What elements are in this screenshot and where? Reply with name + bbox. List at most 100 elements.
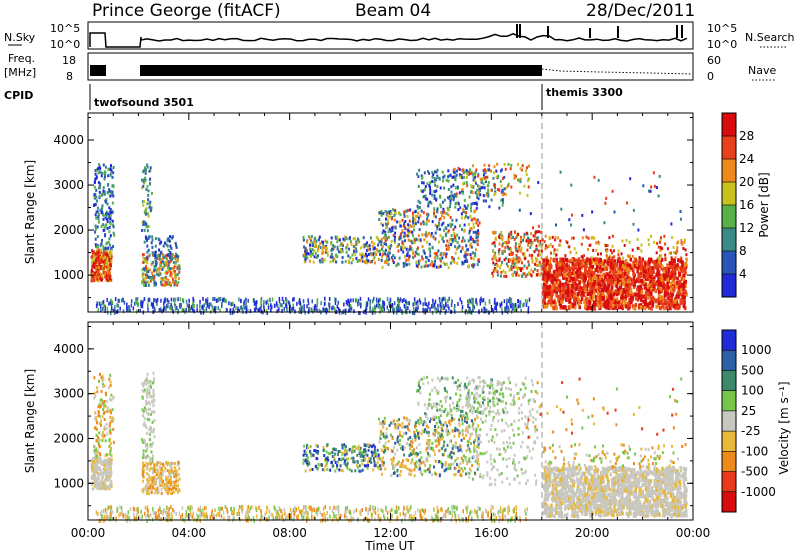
scatter-point [558,283,562,288]
scatter-point [309,241,312,245]
scatter-point [636,287,639,292]
scatter-point [676,241,679,245]
scatter-point [558,272,561,277]
scatter-point [156,257,158,260]
scatter-point [590,290,594,295]
scatter-point [668,285,672,290]
scatter-point [472,178,475,182]
scatter-point [557,286,561,291]
scatter-point [625,259,628,263]
scatter-point [574,262,577,267]
scatter-point [305,252,308,256]
scatter-point [591,278,595,283]
scatter-point [145,270,148,273]
scatter-point [470,256,473,260]
scatter-point [510,258,513,262]
scatter-point [478,221,481,225]
scatter-point [301,305,303,310]
scatter-point [416,204,419,208]
scatter-point [607,258,610,263]
scatter-point [660,236,662,240]
scatter-point [529,245,532,249]
scatter-point [98,485,101,489]
scatter-point [668,306,671,311]
cpid-row: CPID twofsound 3501 themis 3300 [4,84,623,110]
scatter-point [657,287,661,292]
scatter-point [609,264,612,269]
scatter-point [148,268,151,272]
scatter-point [508,296,511,301]
scatter-point [109,449,112,453]
scatter-point [649,279,652,284]
scatter-point [670,299,673,304]
scatter-point [664,284,667,288]
scatter-point [582,228,585,232]
scatter-point [363,254,366,258]
scatter-point [496,162,499,166]
scatter-point [678,272,682,277]
scatter-point [141,274,144,278]
scatter-point [543,266,546,271]
scatter-point [450,196,452,200]
scatter-point [393,301,396,306]
scatter-point [442,179,444,183]
scatter-point [388,248,391,252]
scatter-point [546,273,550,278]
power-x-ticks [87,113,694,312]
scatter-point [94,445,97,449]
scatter-point [203,309,205,313]
scatter-point [569,296,573,300]
scatter-point [501,237,504,241]
scatter-point [157,237,160,241]
scatter-point [464,253,467,257]
scatter-point [311,253,313,257]
scatter-point [321,249,324,253]
scatter-point [432,301,434,306]
scatter-point [482,182,485,186]
scatter-point [505,192,507,196]
scatter-point [603,285,606,290]
scatter-point [477,172,480,176]
scatter-point [659,248,662,252]
scatter-point [406,214,409,218]
scatter-point [452,183,455,187]
scatter-point [497,250,500,253]
scatter-point [141,301,144,305]
scatter-point [304,310,306,315]
scatter-point [108,243,111,247]
scatter-point [94,261,97,265]
scatter-point [505,262,508,266]
scatter-point [413,307,415,312]
scatter-point [243,301,245,306]
scatter-point [393,214,396,217]
scatter-point [471,191,474,195]
scatter-point [476,301,478,306]
scatter-point [185,299,188,304]
scatter-point [152,278,155,282]
scatter-point [414,210,417,214]
scatter-point [435,252,438,255]
scatter-point [157,273,160,276]
scatter-point [433,170,436,174]
scatter-point [408,256,410,260]
scatter-point [100,479,103,483]
scatter-point [598,294,602,299]
scatter-point [191,304,194,309]
scatter-point [492,231,494,235]
scatter-point [330,252,333,256]
scatter-point [154,254,157,257]
scatter-point [400,232,403,236]
scatter-point [481,186,484,190]
scatter-point [499,274,502,278]
scatter-point [102,385,104,389]
scatter-point [608,236,611,240]
scatter-point [217,298,219,303]
scatter-point [681,263,685,268]
scatter-point [523,233,526,237]
scatter-point [390,304,392,309]
scatter-point [564,272,567,277]
scatter-point [333,245,336,249]
scatter-point [494,244,497,248]
scatter-point [611,283,614,288]
scatter-point [160,298,162,303]
